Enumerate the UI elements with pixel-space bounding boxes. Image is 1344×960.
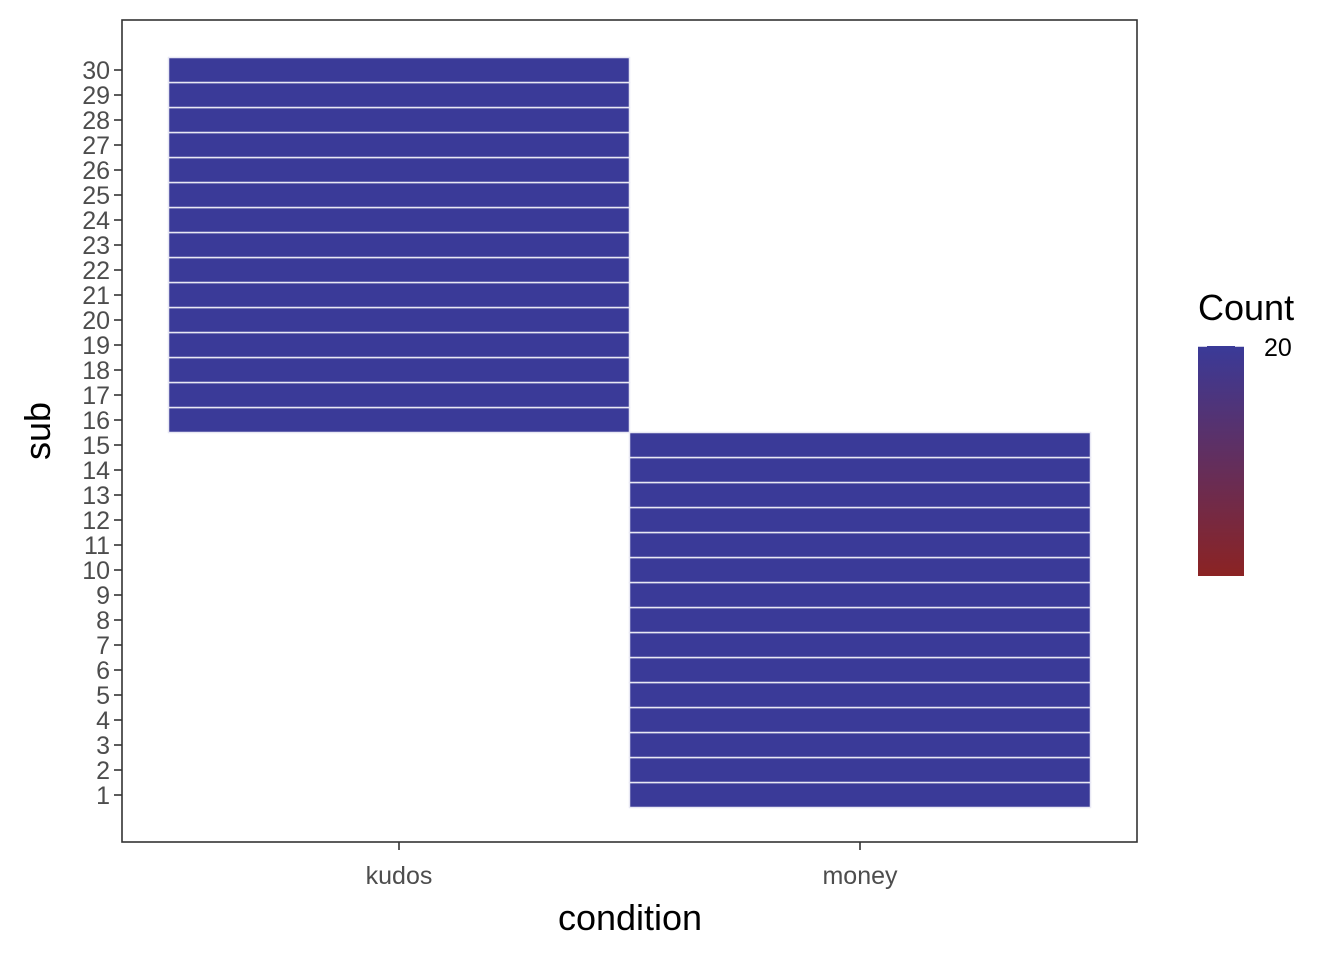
y-tick-label: 25	[82, 182, 110, 210]
heatmap-tile	[167, 281, 631, 309]
y-tick-label: 5	[96, 682, 110, 710]
y-tick-label: 27	[82, 132, 110, 160]
heatmap-tile	[628, 756, 1092, 784]
heatmap-tile	[628, 606, 1092, 634]
heatmap-tile	[628, 706, 1092, 734]
y-tick-label: 4	[96, 707, 110, 735]
y-tick-label: 2	[96, 757, 110, 785]
heatmap-tile	[628, 681, 1092, 709]
heatmap-tile	[628, 456, 1092, 484]
y-tick-label: 23	[82, 232, 110, 260]
y-tick-label: 1	[96, 782, 110, 810]
y-tick-label: 18	[82, 357, 110, 385]
heatmap-tile	[167, 256, 631, 284]
y-tick-label: 7	[96, 632, 110, 660]
y-tick-label: 16	[82, 407, 110, 435]
y-tick-label: 12	[82, 507, 110, 535]
heatmap-tile	[628, 731, 1092, 759]
y-tick-label: 6	[96, 657, 110, 685]
heatmap-tile	[628, 781, 1092, 809]
legend: Count 20	[1198, 287, 1294, 576]
heatmap-tile	[167, 56, 631, 84]
heatmap-tile	[167, 381, 631, 409]
y-tick-label: 28	[82, 107, 110, 135]
heatmap-tile	[167, 181, 631, 209]
heatmap-tile	[628, 481, 1092, 509]
heatmap-tile	[628, 631, 1092, 659]
heatmap-tile	[167, 156, 631, 184]
y-tick-label: 15	[82, 432, 110, 460]
heatmap-tile	[167, 406, 631, 434]
heatmap-tile	[167, 106, 631, 134]
y-tick-label: 14	[82, 457, 110, 485]
legend-label: 20	[1264, 334, 1292, 362]
legend-labels: 20	[1198, 334, 1292, 362]
heatmap-tile	[167, 356, 631, 384]
heatmap-tile	[167, 206, 631, 234]
y-tick-label: 22	[82, 257, 110, 285]
heatmap-tile	[628, 656, 1092, 684]
y-tick-label: 20	[82, 307, 110, 335]
heatmap-tile	[628, 506, 1092, 534]
x-axis-title: condition	[558, 897, 702, 938]
x-tick-label: money	[822, 862, 898, 890]
heatmap-tile	[167, 81, 631, 109]
legend-title: Count	[1198, 287, 1294, 328]
heatmap-tile	[628, 556, 1092, 584]
heatmap-tile	[167, 131, 631, 159]
y-tick-label: 10	[82, 557, 110, 585]
tiles-layer	[167, 56, 1092, 809]
y-tick-label: 24	[82, 207, 110, 235]
heatmap-tile	[628, 581, 1092, 609]
y-tick-label: 3	[96, 732, 110, 760]
y-tick-label: 17	[82, 382, 110, 410]
x-tick-label: kudos	[366, 862, 433, 890]
panel-border	[121, 19, 1138, 843]
y-tick-label: 8	[96, 607, 110, 635]
y-tick-label: 21	[82, 282, 110, 310]
heatmap-tile	[167, 306, 631, 334]
heatmap-tile	[167, 331, 631, 359]
y-tick-label: 30	[82, 57, 110, 85]
y-tick-label: 9	[96, 582, 110, 610]
y-tick-label: 26	[82, 157, 110, 185]
y-axis: 1234567891011121314151617181920212223242…	[82, 57, 122, 810]
y-tick-label: 29	[82, 82, 110, 110]
heatmap-tile	[628, 531, 1092, 559]
y-tick-label: 13	[82, 482, 110, 510]
y-tick-label: 19	[82, 332, 110, 360]
heatmap-tile	[167, 231, 631, 259]
x-axis: kudos money	[366, 842, 898, 890]
y-tick-label: 11	[84, 532, 110, 560]
heatmap-tile	[628, 431, 1092, 459]
y-axis-title: sub	[17, 402, 58, 460]
legend-colorbar	[1198, 346, 1244, 576]
